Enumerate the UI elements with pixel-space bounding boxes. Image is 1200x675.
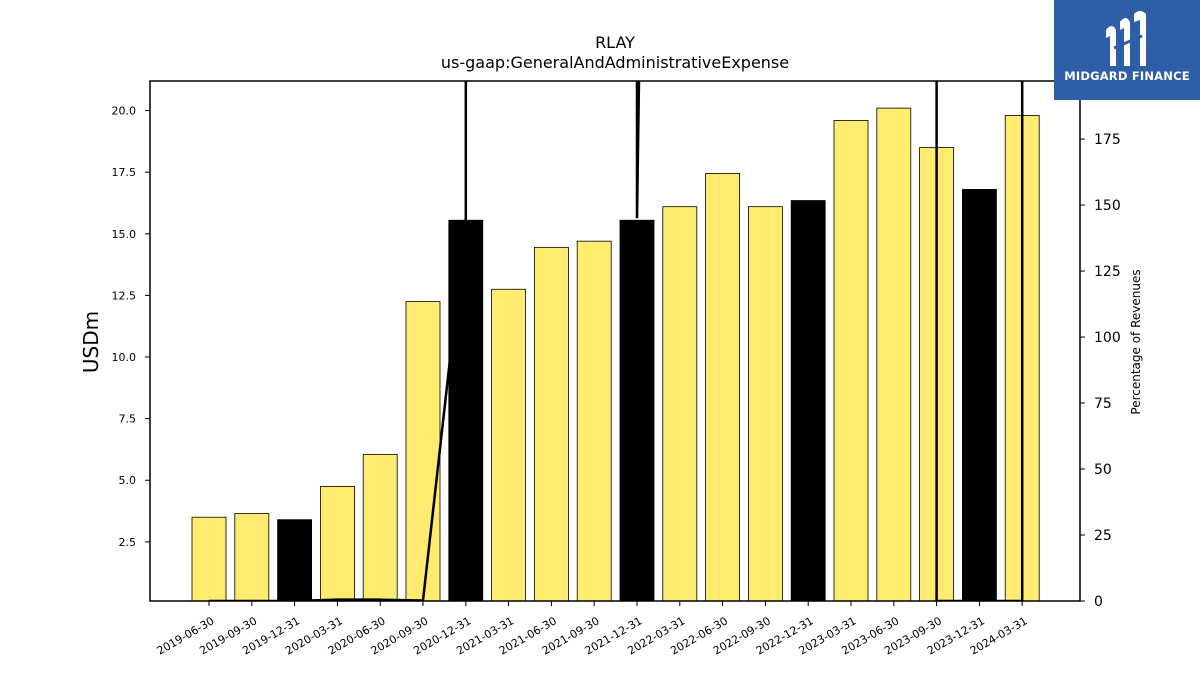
bar-2022-06-30	[705, 173, 740, 602]
bar-2020-12-31	[448, 219, 484, 602]
y-tick-label: 15.0	[112, 228, 137, 241]
logo-text: MIDGARD FINANCE	[1064, 69, 1190, 83]
y2-axis-label: Percentage of Revenues	[1129, 269, 1143, 414]
bar-2021-06-30	[534, 246, 569, 602]
bar-2023-06-30	[876, 107, 912, 602]
y-tick-label: 20.0	[112, 105, 137, 118]
y-tick-label: 5.0	[119, 474, 137, 487]
bar-2019-09-30	[234, 513, 270, 602]
y-tick-label: 2.5	[119, 536, 137, 549]
bar-2021-09-30	[576, 240, 612, 602]
midgard-logo-icon	[1106, 11, 1146, 66]
midgard-finance-logo: MIDGARD FINANCE	[1054, 0, 1200, 100]
bar-2019-06-30	[191, 516, 227, 602]
bar-2020-09-30	[405, 301, 441, 602]
y2-tick-label: 50	[1094, 462, 1112, 478]
bar-2023-03-31	[833, 120, 869, 602]
bar-2021-12-31	[619, 219, 655, 602]
y2-tick-label: 0	[1094, 594, 1103, 610]
chart-title: RLAY	[595, 33, 635, 52]
bar-2022-09-30	[748, 206, 783, 602]
y2-tick-label: 75	[1094, 396, 1112, 412]
y-tick-label: 7.5	[119, 413, 137, 426]
y2-tick-label: 125	[1094, 264, 1121, 280]
bar-2020-06-30	[362, 453, 398, 602]
y-tick-label: 10.0	[112, 351, 137, 364]
y2-tick-label: 175	[1094, 132, 1121, 148]
y2-tick-label: 150	[1094, 198, 1121, 214]
y2-tick-label: 100	[1094, 330, 1121, 346]
bars-layer	[191, 107, 1040, 602]
bar-2022-03-31	[662, 206, 698, 602]
y2-tick-label: 25	[1094, 528, 1112, 544]
plot-frame	[149, 80, 1081, 602]
y-tick-label: 12.5	[112, 289, 137, 302]
y-axis-label: USDm	[79, 311, 103, 373]
bar-2020-03-31	[319, 486, 355, 602]
chart-subtitle: us-gaap:GeneralAndAdministrativeExpense	[441, 53, 789, 72]
bar-2021-03-31	[491, 288, 527, 602]
bar-2023-12-31	[962, 189, 997, 602]
bar-2022-12-31	[790, 200, 826, 602]
bar-2019-12-31	[277, 519, 313, 602]
y-tick-label: 17.5	[112, 166, 137, 179]
